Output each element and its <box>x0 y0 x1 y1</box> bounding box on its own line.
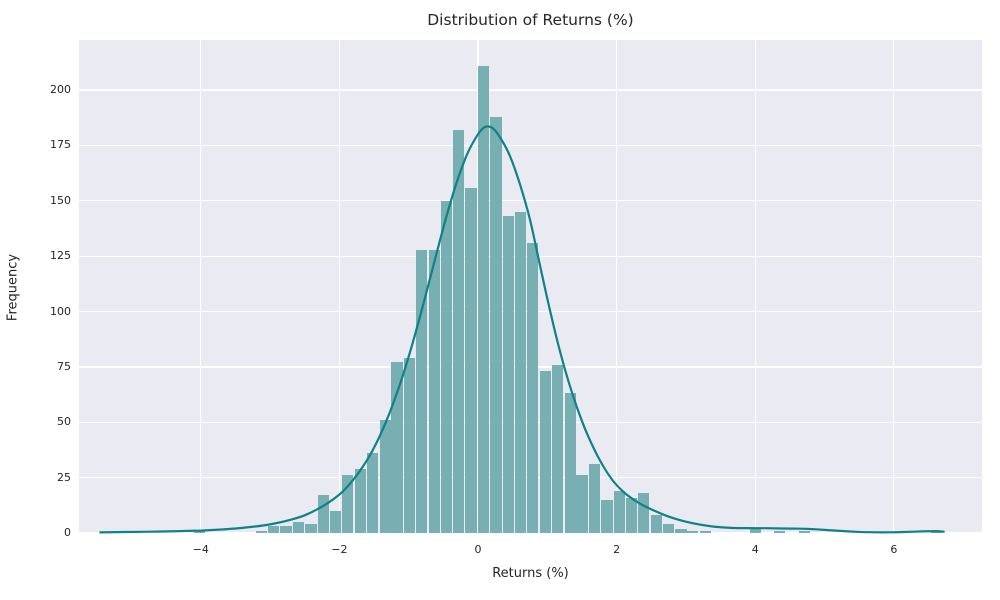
y-tick-label: 200 <box>50 83 71 97</box>
kde-svg <box>99 125 945 534</box>
histogram-bar <box>699 530 711 533</box>
y-tick-label: 125 <box>50 249 71 263</box>
x-axis-label: Returns (%) <box>492 566 569 581</box>
histogram-bar <box>588 464 601 533</box>
histogram-bar <box>773 530 786 533</box>
histogram-bar <box>650 515 662 533</box>
histogram-bar <box>305 524 317 533</box>
chart-title: Distribution of Returns (%) <box>427 11 634 29</box>
x-tick-label: 4 <box>751 543 759 556</box>
histogram-bar <box>749 528 761 533</box>
histogram-bar <box>403 358 415 533</box>
histogram-bar <box>539 371 551 533</box>
histogram-bar <box>662 524 675 533</box>
histogram-bar <box>280 526 292 533</box>
histogram-bar <box>675 528 687 533</box>
histogram-bar <box>193 530 205 533</box>
v-gridline <box>754 40 756 533</box>
histogram-bar <box>317 495 330 533</box>
v-gridline <box>200 40 202 533</box>
histogram-bar <box>329 510 341 533</box>
y-tick-label: 25 <box>57 470 71 484</box>
histogram-bar <box>601 499 613 533</box>
v-gridline <box>338 40 341 533</box>
x-tick-label: −4 <box>192 543 209 556</box>
x-tick-label: 6 <box>890 543 898 556</box>
histogram-bar <box>490 116 502 533</box>
y-axis-label: Frequency <box>5 253 21 322</box>
v-gridline <box>615 40 618 533</box>
h-gridline <box>79 89 982 91</box>
histogram-bar <box>391 362 403 533</box>
histogram-bar <box>613 490 625 533</box>
histogram-bar <box>428 249 440 533</box>
histogram-bar <box>354 468 366 533</box>
histogram-bar <box>626 497 638 533</box>
histogram-bar <box>342 475 354 533</box>
h-gridline <box>79 200 982 202</box>
v-gridline <box>893 40 895 533</box>
x-tick-label: 2 <box>613 543 621 556</box>
y-tick-label: 100 <box>50 304 71 318</box>
histogram-bar <box>465 187 477 533</box>
histogram-bar <box>514 211 526 533</box>
y-tick-label: 175 <box>50 138 71 152</box>
x-tick-label: 0 <box>474 543 482 556</box>
histogram-bar <box>638 493 650 533</box>
histogram-bar <box>687 530 699 533</box>
plot-area <box>79 40 982 534</box>
histogram-bar <box>502 216 515 533</box>
y-tick-label: 50 <box>57 415 71 429</box>
histogram-bar <box>416 249 428 533</box>
histogram-bar <box>256 530 268 533</box>
histogram-bar <box>477 65 490 533</box>
histogram-bar <box>527 242 539 533</box>
x-tick-label: −2 <box>331 543 348 556</box>
histogram-bar <box>292 521 305 533</box>
histogram-bar <box>440 200 452 533</box>
y-tick-label: 0 <box>64 526 71 539</box>
histogram-bar <box>552 364 564 533</box>
kde-curve <box>99 125 945 534</box>
y-tick-label: 75 <box>57 359 71 373</box>
histogram-bar <box>576 475 588 533</box>
histogram-bar <box>379 420 391 533</box>
histogram-bar <box>564 393 576 533</box>
h-gridline <box>79 144 982 147</box>
histogram-bar <box>367 453 379 533</box>
y-tick-label: 150 <box>50 193 71 207</box>
histogram-bar <box>267 526 280 533</box>
histogram-bar <box>798 530 811 533</box>
histogram-bar <box>452 129 465 533</box>
h-gridline <box>79 532 982 534</box>
